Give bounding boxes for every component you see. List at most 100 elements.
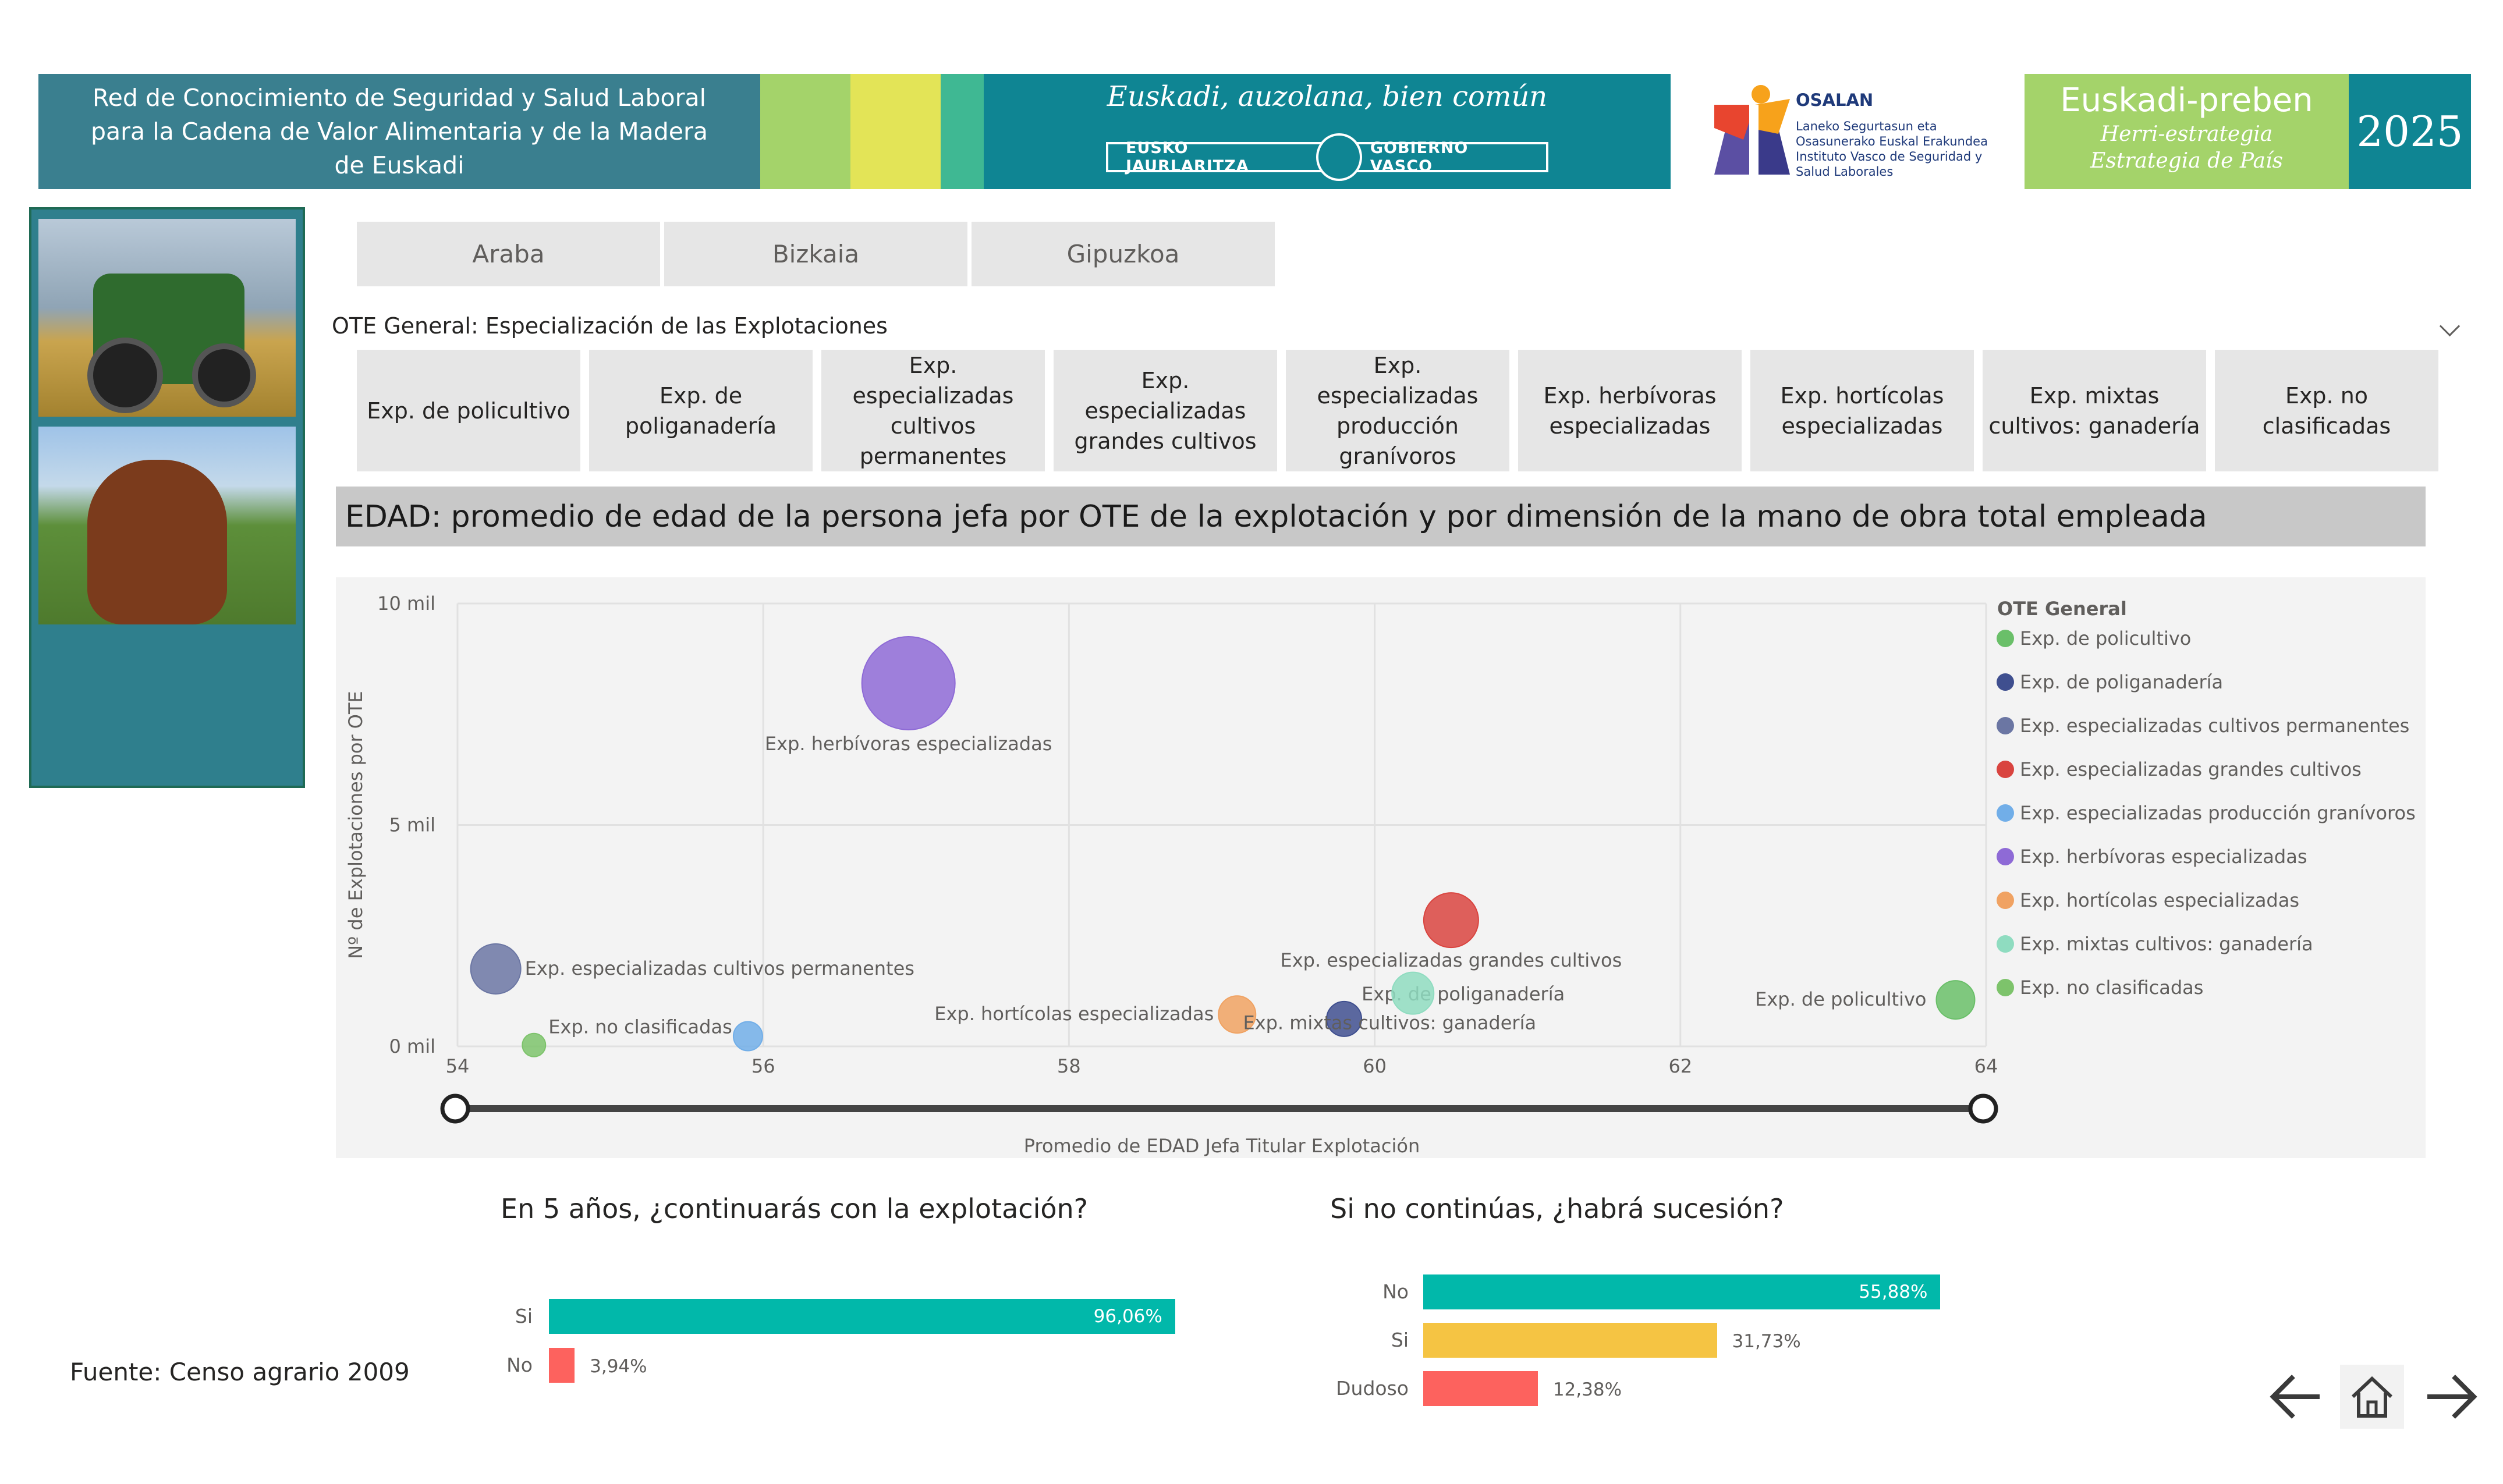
q2-title: Si no continúas, ¿habrá sucesión?	[1330, 1193, 1784, 1224]
x-tick-label: 64	[1974, 1055, 1998, 1077]
bubble-data-label: Exp. herbívoras especializadas	[765, 733, 1052, 755]
header-stripe-mint	[941, 74, 984, 189]
ote-item-grandes-cultivos[interactable]: Exp. especializadas grandes cultivos	[1054, 350, 1277, 471]
x-tick-label: 58	[1057, 1055, 1081, 1077]
source-note: Fuente: Censo agrario 2009	[70, 1358, 410, 1386]
legend-marker	[1997, 761, 2014, 778]
header-title-bg	[38, 74, 760, 189]
ote-item-poliganaderia[interactable]: Exp. de poliganadería	[589, 350, 813, 471]
x-tick-label: 54	[446, 1055, 470, 1077]
bar	[1423, 1371, 1538, 1406]
home-icon[interactable]	[2340, 1365, 2404, 1429]
gov-logo: EUSKO JAURLARITZA GOBIERNO VASCO	[1106, 133, 1548, 181]
legend-entry: Exp. de policultivo	[2020, 627, 2191, 649]
gov-name-basque: EUSKO JAURLARITZA	[1126, 139, 1249, 175]
arrow-left-icon[interactable]	[2264, 1365, 2328, 1429]
y-tick-label: 5 mil	[389, 814, 435, 836]
bubble-data-label: Exp. hortícolas especializadas	[934, 1003, 1214, 1025]
tractor-wheel-icon	[87, 338, 163, 413]
scatter-chart: 54 56 58 60 62 64 0 mil 5 mil 10 mil Nº de Explot…	[345, 592, 2416, 1157]
bubble-point	[522, 1032, 547, 1057]
ote-filter-title: OTE General: Especialización de las Expl…	[332, 313, 888, 339]
osalan-logo-icon	[1714, 85, 1790, 175]
bar	[549, 1299, 1175, 1334]
ote-item-granivoros[interactable]: Exp. especializadas producción granívoro…	[1286, 350, 1509, 471]
legend-marker	[1997, 717, 2014, 734]
bubble-data-label: Exp. no clasificadas	[548, 1016, 732, 1038]
legend-entry: Exp. especializadas cultivos permanentes	[2020, 715, 2409, 737]
chevron-down-icon[interactable]	[2439, 315, 2461, 337]
preben-subtitle-basque: Herri-estrategia	[2100, 122, 2273, 146]
ote-item-no-clasificadas[interactable]: Exp. no clasificadas	[2215, 350, 2438, 471]
bar-category-label: Dudoso	[1336, 1377, 1409, 1400]
preben-subtitle-spanish: Estrategia de País	[2090, 149, 2283, 173]
bar-value-label: 55,88%	[1859, 1281, 1928, 1302]
preben-year: 2025	[2349, 74, 2471, 189]
legend-marker	[1997, 979, 2014, 996]
chart-panel	[336, 577, 2426, 1158]
bubble-data-label: Exp. de policultivo	[1755, 988, 1926, 1010]
gov-slogan: Euskadi, auzolana, bien común	[1107, 80, 1548, 113]
gov-name-spanish: GOBIERNO VASCO	[1370, 139, 1469, 175]
y-tick-label: 0 mil	[389, 1035, 435, 1057]
bar	[1423, 1323, 1717, 1358]
ote-item-cultivos-permanentes[interactable]: Exp. especializadas cultivos permanentes	[821, 350, 1045, 471]
bubble-data-label: Exp. mixtas cultivos: ganadería	[1243, 1012, 1536, 1034]
bubble-point	[1935, 980, 1976, 1020]
x-tick-label: 56	[751, 1055, 775, 1077]
y-tick-label: 10 mil	[377, 592, 435, 615]
ote-item-herbivoras[interactable]: Exp. herbívoras especializadas	[1518, 350, 1742, 471]
bubble-point	[1423, 892, 1479, 949]
ote-item-horticolas[interactable]: Exp. hortícolas especializadas	[1750, 350, 1974, 471]
tab-gipuzkoa[interactable]: Gipuzkoa	[972, 222, 1275, 286]
legend-entry: Exp. herbívoras especializadas	[2020, 846, 2307, 868]
legend-entry: Exp. hortícolas especializadas	[2020, 889, 2299, 911]
cow-icon	[87, 460, 227, 624]
x-tick-label: 60	[1363, 1055, 1387, 1077]
bar	[1423, 1274, 1941, 1309]
legend-marker	[1997, 804, 2014, 822]
range-slider-handle-min[interactable]	[440, 1094, 470, 1124]
bubble-point	[732, 1021, 763, 1052]
ote-item-policultivo[interactable]: Exp. de policultivo	[357, 350, 580, 471]
range-slider-handle-max[interactable]	[1968, 1094, 1998, 1124]
bubble-point	[1326, 1000, 1363, 1037]
legend-entry: Exp. especializadas producción granívoro…	[2020, 802, 2416, 824]
legend-marker	[1997, 630, 2014, 647]
preben-banner	[2025, 74, 2349, 189]
tab-bizkaia[interactable]: Bizkaia	[664, 222, 967, 286]
header-stripe-green	[760, 74, 850, 189]
x-axis-title: Promedio de EDAD Jefa Titular Explotació…	[1024, 1135, 1420, 1157]
legend-marker	[1997, 848, 2014, 865]
legend-title: OTE General	[1997, 598, 2127, 620]
shield-icon	[1316, 133, 1362, 181]
bar-value-label: 96,06%	[1093, 1306, 1162, 1327]
bubble-data-label: Exp. especializadas cultivos permanentes	[525, 957, 914, 979]
chart-banner: EDAD: promedio de edad de la persona jef…	[336, 487, 2426, 546]
bar-value-label: 3,94%	[590, 1356, 647, 1377]
tractor-wheel-icon	[192, 343, 256, 407]
bar-category-label: Si	[1391, 1329, 1409, 1351]
legend-entry: Exp. especializadas grandes cultivos	[2020, 758, 2362, 780]
bubble-point	[1218, 995, 1257, 1034]
legend-entry: Exp. mixtas cultivos: ganadería	[2020, 933, 2313, 955]
legend-entry: Exp. de poliganadería	[2020, 671, 2223, 693]
y-axis-title: Nº de Explotaciones por OTE	[345, 691, 367, 959]
legend-marker	[1997, 673, 2014, 691]
bar-value-label: 12,38%	[1552, 1379, 1622, 1400]
bubble-point	[861, 636, 956, 730]
bar-category-label: Si	[515, 1305, 533, 1327]
tab-araba[interactable]: Araba	[357, 222, 660, 286]
osalan-name: OSALAN	[1796, 90, 1874, 110]
arrow-right-icon[interactable]	[2419, 1365, 2483, 1429]
legend-marker	[1997, 935, 2014, 953]
legend-marker	[1997, 892, 2014, 909]
x-tick-label: 62	[1668, 1055, 1692, 1077]
q1-title: En 5 años, ¿continuarás con la explotaci…	[501, 1193, 1089, 1224]
preben-subtitle: Herri-estrategia Estrategia de País	[2025, 121, 2349, 175]
legend-entry: Exp. no clasificadas	[2020, 977, 2203, 999]
ote-item-mixtas[interactable]: Exp. mixtas cultivos: ganadería	[1983, 350, 2206, 471]
bubble-point	[470, 943, 522, 995]
osalan-subtitle: Laneko Segurtasun eta Osasunerako Euskal…	[1796, 119, 1988, 179]
bar-category-label: No	[1382, 1280, 1409, 1303]
